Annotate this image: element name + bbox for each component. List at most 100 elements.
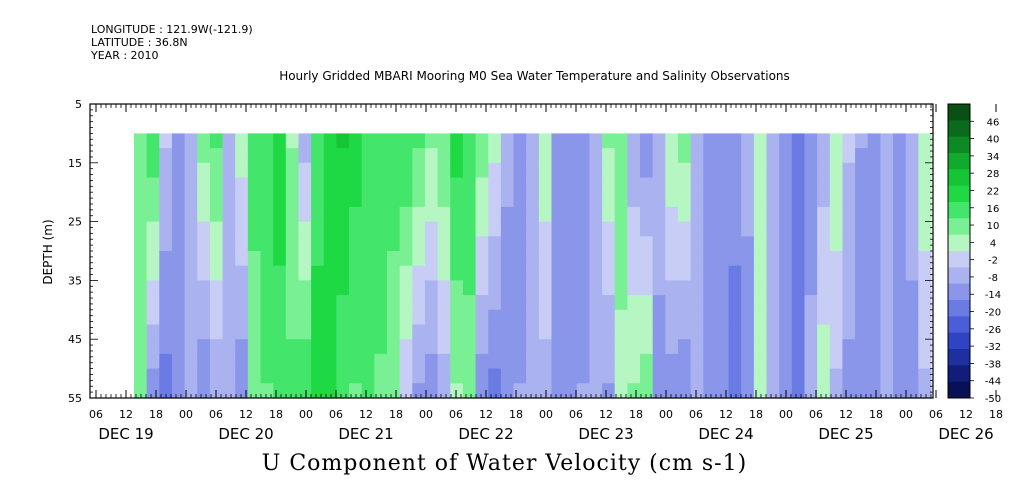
- heatmap-cell: [412, 309, 426, 326]
- heatmap-cell: [576, 192, 591, 208]
- heatmap-cell: [500, 148, 515, 164]
- heatmap-cell: [551, 280, 565, 296]
- heatmap-cell: [374, 177, 388, 193]
- heatmap-cell: [159, 368, 173, 384]
- heatmap-cell: [893, 339, 907, 355]
- heatmap-cell: [905, 206, 919, 223]
- heatmap-cell: [791, 383, 806, 399]
- heatmap-cell: [298, 295, 312, 311]
- heatmap-cell: [893, 280, 907, 296]
- heatmap-cell: [867, 177, 881, 193]
- heatmap-cell: [146, 133, 160, 149]
- heatmap-cell: [437, 353, 451, 370]
- heatmap-cell: [918, 353, 932, 370]
- heatmap-cell: [703, 251, 717, 267]
- colorbar-swatch: [948, 267, 970, 285]
- heatmap-cell: [526, 324, 540, 340]
- heatmap-cell: [184, 251, 198, 267]
- heatmap-cell: [741, 309, 755, 326]
- heatmap-cell: [336, 148, 350, 164]
- heatmap-cell: [564, 206, 578, 223]
- x-hour-label: 12: [239, 408, 253, 421]
- heatmap-cell: [349, 309, 363, 326]
- heatmap-cell: [323, 162, 338, 179]
- heatmap-cell: [829, 192, 844, 208]
- heatmap-cell: [690, 133, 704, 149]
- heatmap-cell: [361, 133, 375, 149]
- heatmap-cell: [665, 353, 679, 370]
- y-tick-label: 45: [68, 333, 82, 346]
- heatmap-cell: [336, 162, 350, 179]
- heatmap-cell: [500, 206, 515, 223]
- longitude-label: LONGITUDE : 121.9W(-121.9): [91, 23, 253, 36]
- heatmap-cell: [500, 280, 515, 296]
- heatmap-cell: [766, 221, 780, 237]
- heatmap-cell: [260, 280, 274, 296]
- heatmap-cell: [614, 353, 628, 370]
- heatmap-cell: [918, 383, 932, 399]
- heatmap-cell: [652, 295, 666, 311]
- heatmap-cell: [538, 206, 553, 223]
- heatmap-cell: [361, 148, 375, 164]
- heatmap-cell: [247, 221, 262, 237]
- heatmap-cell: [197, 133, 211, 149]
- colorbar-label: 16: [987, 204, 1000, 215]
- heatmap-cell: [222, 383, 236, 399]
- heatmap-cell: [513, 309, 527, 326]
- x-hour-label: 18: [269, 408, 283, 421]
- heatmap-cell: [893, 221, 907, 237]
- heatmap-cell: [197, 177, 211, 193]
- heatmap-cell: [513, 295, 527, 311]
- heatmap-cell: [703, 368, 717, 384]
- heatmap-cell: [538, 177, 553, 193]
- heatmap-cell: [336, 177, 350, 193]
- heatmap-cell: [235, 133, 249, 149]
- heatmap-cell: [222, 221, 236, 237]
- heatmap-cell: [817, 162, 831, 179]
- heatmap-cell: [526, 309, 540, 326]
- heatmap-cell: [209, 133, 224, 149]
- heatmap-cell: [703, 324, 717, 340]
- heatmap-cell: [538, 251, 553, 267]
- heatmap-cell: [779, 324, 793, 340]
- heatmap-cell: [235, 206, 249, 223]
- heatmap-cell: [500, 324, 515, 340]
- heatmap-cell: [779, 251, 793, 267]
- heatmap-cell: [462, 309, 477, 326]
- heatmap-cell: [285, 192, 300, 208]
- heatmap-cell: [614, 162, 628, 179]
- heatmap-cell: [918, 251, 932, 267]
- heatmap-cell: [905, 280, 919, 296]
- heatmap-cell: [349, 324, 363, 340]
- heatmap-cell: [614, 236, 628, 252]
- heatmap-cell: [538, 265, 553, 281]
- heatmap-cell: [640, 236, 654, 252]
- heatmap-cell: [387, 133, 401, 149]
- heatmap-cell: [905, 339, 919, 355]
- heatmap-cell: [918, 309, 932, 326]
- heatmap-cell: [867, 295, 881, 311]
- heatmap-cell: [690, 295, 704, 311]
- heatmap-cell: [627, 177, 641, 193]
- heatmap-cell: [513, 383, 527, 399]
- heatmap-cell: [134, 148, 148, 164]
- heatmap-cell: [665, 206, 679, 223]
- heatmap-cell: [260, 324, 274, 340]
- heatmap-cell: [715, 206, 730, 223]
- heatmap-cell: [424, 162, 439, 179]
- heatmap-cell: [829, 148, 844, 164]
- heatmap-cell: [209, 280, 224, 296]
- heatmap-cell: [235, 324, 249, 340]
- heatmap-cell: [741, 368, 755, 384]
- heatmap-cell: [766, 206, 780, 223]
- heatmap-cell: [462, 324, 477, 340]
- heatmap-cell: [741, 353, 755, 370]
- heatmap-cell: [387, 339, 401, 355]
- heatmap-cell: [222, 192, 236, 208]
- heatmap-cell: [323, 383, 338, 399]
- heatmap-cell: [374, 383, 388, 399]
- heatmap-cell: [728, 221, 742, 237]
- heatmap-cell: [855, 368, 869, 384]
- heatmap-cell: [842, 177, 856, 193]
- heatmap-cell: [677, 192, 692, 208]
